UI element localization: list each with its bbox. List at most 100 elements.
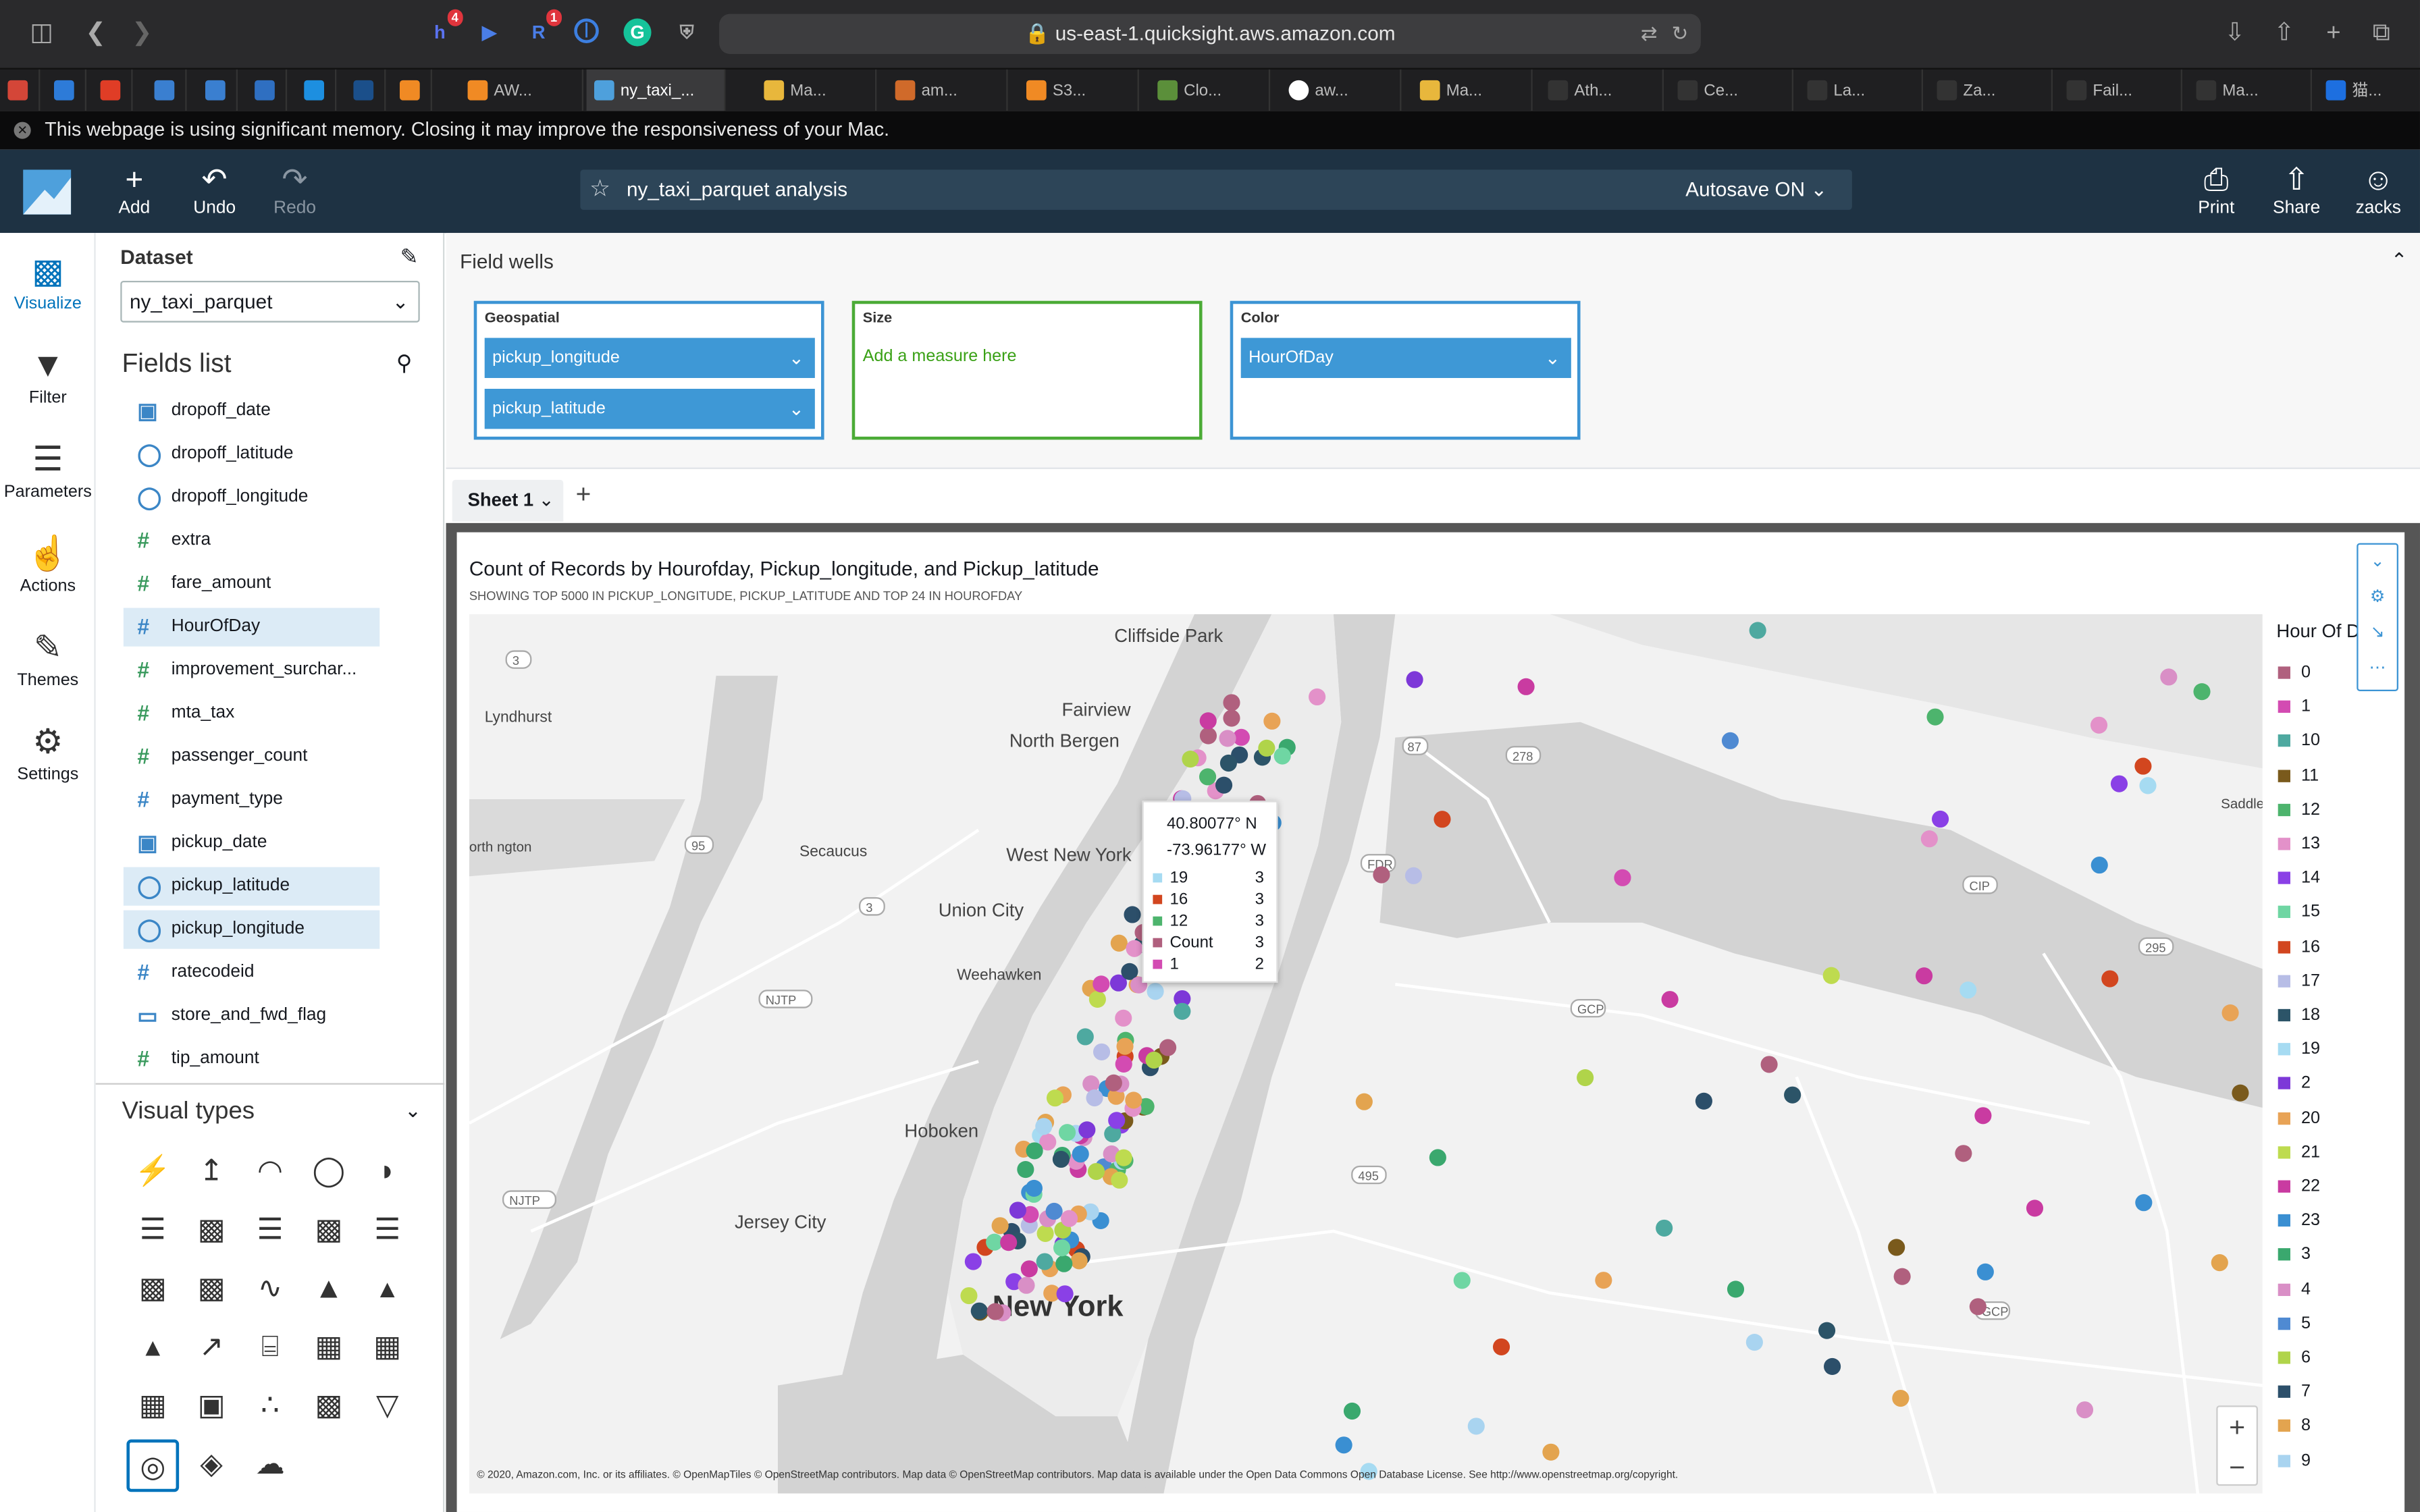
map-point[interactable] <box>1888 1239 1905 1256</box>
field-pill-longitude[interactable]: pickup_longitude ⌄ <box>484 338 815 378</box>
map-point[interactable] <box>1088 990 1106 1008</box>
map-point[interactable] <box>1892 1389 1910 1407</box>
field-item[interactable]: # payment_type <box>124 781 379 819</box>
map-point[interactable] <box>1822 967 1840 984</box>
grammarly-icon[interactable]: G <box>623 18 652 47</box>
tab-1[interactable]: AW... <box>460 69 583 113</box>
map-point[interactable] <box>1018 1276 1035 1294</box>
map-point[interactable] <box>1373 866 1390 884</box>
nav-settings[interactable]: ⚙ Settings <box>0 719 96 784</box>
legend-item[interactable]: 11 <box>2278 766 2319 788</box>
legend-item[interactable]: 22 <box>2278 1177 2320 1199</box>
tab-15[interactable]: 猫... <box>2318 70 2420 113</box>
map-point[interactable] <box>1072 1145 1089 1163</box>
print-button[interactable]: ⎙ Print <box>2186 162 2247 217</box>
field-item[interactable]: ◯ pickup_longitude <box>123 910 380 949</box>
map-point[interactable] <box>1126 940 1143 957</box>
map-point[interactable] <box>1760 1056 1778 1073</box>
tab-3[interactable]: Ma... <box>756 69 877 113</box>
map-point[interactable] <box>1258 739 1275 757</box>
map-point[interactable] <box>960 1287 978 1305</box>
points-on-map-icon[interactable]: ◎ <box>126 1439 180 1492</box>
map-point[interactable] <box>1060 1210 1078 1227</box>
map-point[interactable] <box>1017 1160 1034 1179</box>
map-point[interactable] <box>1969 1298 1987 1316</box>
legend-item[interactable]: 19 <box>2278 1040 2320 1062</box>
map-point[interactable] <box>991 1217 1009 1235</box>
share-button[interactable]: ⇧ Share <box>2265 162 2327 217</box>
chevron-up-icon[interactable]: ⌃ <box>2390 248 2408 272</box>
vertical-bar-icon[interactable]: ▩ <box>197 1214 226 1247</box>
user-menu[interactable]: ☺ zacks <box>2348 162 2409 217</box>
map-point[interactable] <box>1199 768 1217 786</box>
pinned-tab-c[interactable] <box>247 69 288 113</box>
field-item[interactable]: ▣ dropoff_date <box>124 392 379 431</box>
map-point[interactable] <box>1110 934 1128 952</box>
more-icon[interactable]: ⋯ <box>2369 658 2386 678</box>
tree-map-icon[interactable]: ▣ <box>197 1390 226 1423</box>
map-point[interactable] <box>1656 1219 1673 1237</box>
forward-icon[interactable]: ❯ <box>131 20 153 47</box>
legend-item[interactable]: 6 <box>2278 1349 2311 1370</box>
map-point[interactable] <box>1893 1268 1911 1285</box>
pinned-tab-b[interactable] <box>198 69 238 113</box>
map-point[interactable] <box>1105 1074 1122 1091</box>
map-point[interactable] <box>1926 708 1944 726</box>
map-point[interactable] <box>1818 1322 1836 1339</box>
map-point[interactable] <box>1078 1121 1096 1139</box>
map-canvas[interactable]: 3 95 3 NJTP NJTP 87 278 FDR GCP CIP 295 … <box>469 614 2263 1494</box>
map-point[interactable] <box>1111 1171 1128 1189</box>
tab-5[interactable]: S3... <box>1019 69 1139 113</box>
map-point[interactable] <box>1433 811 1451 828</box>
filled-map-icon[interactable]: ◈ <box>200 1449 223 1482</box>
map-point[interactable] <box>1542 1443 1560 1461</box>
map-point[interactable] <box>1406 671 1423 688</box>
pinned-tab-a[interactable] <box>147 69 187 113</box>
tab-11[interactable]: La... <box>1799 69 1923 113</box>
password-manager-icon[interactable]: | <box>574 18 599 43</box>
field-item[interactable]: # fare_amount <box>124 565 379 603</box>
map-point[interactable] <box>1039 1133 1057 1151</box>
pinned-tab-e[interactable] <box>346 69 386 113</box>
area-icon[interactable]: ▲ <box>314 1272 344 1305</box>
stacked-column-icon[interactable]: ▩ <box>315 1214 343 1247</box>
autograph-icon[interactable]: ⚡ <box>134 1155 172 1188</box>
redo-button[interactable]: ↷ Redo <box>264 162 325 217</box>
map-point[interactable] <box>1955 1145 1972 1162</box>
translate-icon[interactable]: ⇄ <box>1640 21 1658 45</box>
map-point[interactable] <box>1749 622 1766 639</box>
size-well[interactable]: Size Add a measure here <box>851 300 1203 440</box>
map-point[interactable] <box>1219 730 1236 747</box>
map-point[interactable] <box>1115 1055 1132 1073</box>
table-icon[interactable]: ▦ <box>315 1331 343 1364</box>
map-point[interactable] <box>1046 1089 1064 1107</box>
field-item[interactable]: # mta_tax <box>124 695 379 733</box>
map-point[interactable] <box>1661 991 1679 1008</box>
map-point[interactable] <box>1199 712 1217 730</box>
map-point[interactable] <box>1087 1162 1105 1181</box>
map-point[interactable] <box>1082 1075 1100 1093</box>
map-point[interactable] <box>1045 1202 1063 1220</box>
map-point[interactable] <box>2221 1004 2239 1022</box>
map-point[interactable] <box>1959 981 1977 999</box>
map-point[interactable] <box>1086 1089 1103 1107</box>
sheet-tab[interactable]: Sheet 1 ⌄ <box>452 479 564 522</box>
combo-icon[interactable]: ▩ <box>197 1272 226 1305</box>
map-point[interactable] <box>2232 1084 2249 1102</box>
field-item[interactable]: # improvement_surchar... <box>124 651 379 690</box>
map-point[interactable] <box>2090 716 2108 734</box>
map-point[interactable] <box>2101 970 2119 988</box>
map-point[interactable] <box>1492 1338 1510 1355</box>
legend-item[interactable]: 0 <box>2278 664 2311 685</box>
map-point[interactable] <box>1058 1124 1076 1141</box>
word-cloud-icon[interactable]: ☁ <box>255 1449 285 1482</box>
tab-12[interactable]: Za... <box>1929 69 2053 113</box>
map-point[interactable] <box>2135 1194 2153 1212</box>
map-point[interactable] <box>2134 757 2152 775</box>
collapse-icon[interactable]: ↘ <box>2370 623 2385 642</box>
edit-pencil-icon[interactable]: ✎ <box>400 244 419 269</box>
legend-item[interactable]: 17 <box>2278 972 2320 994</box>
quicksight-logo-icon[interactable] <box>23 169 72 215</box>
pinned-tab-office[interactable] <box>93 69 133 113</box>
